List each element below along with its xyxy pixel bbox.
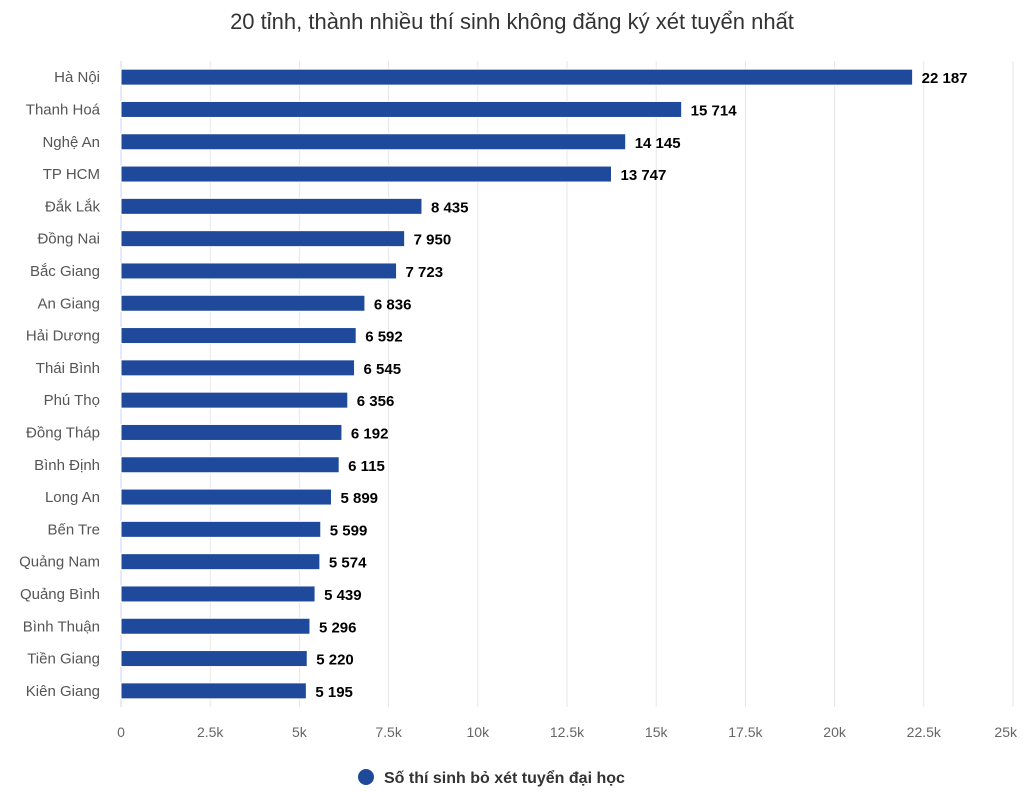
bar	[120, 682, 307, 700]
bar	[120, 617, 311, 635]
category-label: Hải Dương	[26, 328, 100, 345]
category-label: Bắc Giang	[30, 263, 100, 280]
x-tick-label: 20k	[823, 724, 847, 740]
x-axis-ticks: 0 2.5k 5k 7.5k 10k 12.5k 15k 17.5k 20k 22.5k 25k	[117, 724, 1018, 740]
x-tick-label: 12.5k	[550, 724, 585, 740]
data-label: 13 747	[620, 167, 666, 184]
bar	[120, 423, 343, 441]
bar	[120, 650, 308, 668]
data-label: 7 723	[406, 264, 444, 281]
data-label: 7 950	[414, 232, 452, 249]
category-label: Quảng Nam	[19, 554, 100, 571]
x-tick-label: 17.5k	[728, 724, 763, 740]
x-tick-label: 0	[117, 724, 125, 740]
bars	[120, 68, 914, 700]
data-label: 15 714	[691, 102, 738, 119]
data-label: 5 195	[315, 684, 353, 701]
legend-label[interactable]: Số thí sinh bỏ xét tuyển đại học	[384, 769, 625, 787]
category-label: Đồng Nai	[37, 231, 100, 248]
category-label: TP HCM	[43, 166, 100, 183]
bar	[120, 327, 357, 345]
bar	[120, 262, 398, 280]
data-label: 6 115	[348, 458, 385, 475]
bar	[120, 294, 366, 312]
bar	[120, 456, 340, 474]
category-label: Phú Thọ	[44, 392, 100, 409]
category-label: Tiền Giang	[27, 651, 100, 668]
bar	[120, 230, 406, 248]
bar	[120, 100, 683, 118]
data-label: 22 187	[922, 70, 968, 87]
bar	[120, 68, 914, 86]
category-label: Long An	[45, 489, 100, 506]
data-label: 6 356	[357, 393, 395, 410]
category-label: Thanh Hoá	[26, 101, 101, 118]
category-label: Kiên Giang	[26, 683, 100, 700]
category-label: Thái Bình	[36, 360, 100, 377]
bar	[120, 197, 423, 215]
bar	[120, 488, 332, 506]
bar	[120, 359, 356, 377]
legend[interactable]: Số thí sinh bỏ xét tuyển đại học	[358, 769, 625, 787]
category-label: An Giang	[37, 295, 100, 312]
gridlines	[120, 61, 1014, 707]
bar	[120, 165, 612, 183]
category-label: Nghệ An	[42, 134, 100, 151]
data-label: 8 435	[431, 199, 469, 216]
data-label: 5 220	[316, 652, 354, 669]
category-label: Đắk Lắk	[45, 198, 101, 215]
bar	[120, 520, 322, 538]
data-label: 5 899	[340, 490, 378, 507]
x-tick-label: 7.5k	[375, 724, 402, 740]
chart-title: 20 tỉnh, thành nhiều thí sinh không đăng…	[230, 9, 794, 34]
x-tick-label: 22.5k	[907, 724, 942, 740]
data-label: 14 145	[635, 135, 681, 152]
category-label: Quảng Bình	[20, 586, 100, 603]
bar	[120, 133, 627, 151]
category-labels: Hà Nội Thanh Hoá Nghệ An TP HCM Đắk Lắk Đồng …	[19, 69, 101, 700]
category-label: Hà Nội	[54, 69, 100, 86]
data-labels: 22 187 15 714 14 145 13 747 8 435 7 950 7 723 6…	[315, 70, 967, 701]
bar	[120, 553, 321, 571]
x-tick-label: 5k	[292, 724, 308, 740]
bar	[120, 585, 316, 603]
category-label: Bến Tre	[47, 521, 100, 538]
x-tick-label: 15k	[645, 724, 669, 740]
data-label: 5 296	[319, 619, 357, 636]
legend-marker	[358, 769, 374, 785]
category-label: Bình Thuận	[23, 618, 100, 635]
data-label: 5 439	[324, 587, 362, 604]
x-tick-label: 10k	[467, 724, 491, 740]
category-label: Đồng Tháp	[26, 424, 100, 441]
data-label: 6 192	[351, 425, 389, 442]
data-label: 5 599	[330, 522, 368, 539]
bar	[120, 391, 349, 409]
data-label: 6 592	[365, 329, 403, 346]
x-tick-label: 2.5k	[197, 724, 224, 740]
data-label: 5 574	[329, 555, 367, 572]
x-tick-label: 25k	[994, 724, 1018, 740]
data-label: 6 545	[364, 361, 402, 378]
category-label: Bình Định	[34, 457, 100, 474]
data-label: 6 836	[374, 296, 412, 313]
